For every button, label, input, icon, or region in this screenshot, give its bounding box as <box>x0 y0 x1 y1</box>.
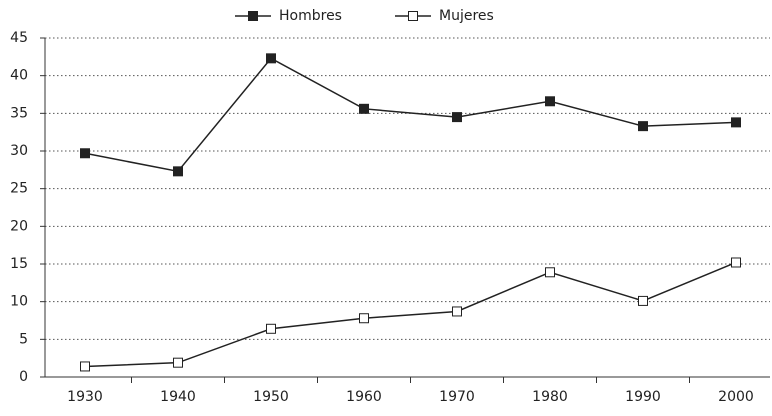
y-tick-label: 15 <box>10 256 28 272</box>
y-tick-label: 40 <box>10 68 28 84</box>
legend-label: Mujeres <box>439 8 494 24</box>
series-line <box>84 57 737 173</box>
marker <box>638 295 648 306</box>
y-tick-label: 5 <box>19 331 28 347</box>
x-tick-label: 2000 <box>718 389 754 405</box>
y-tick-label: 45 <box>10 30 28 46</box>
marker <box>359 103 369 114</box>
y-tick-label: 0 <box>19 369 28 385</box>
x-tick-label: 1930 <box>67 389 103 405</box>
legend-marker <box>408 11 418 21</box>
series-line <box>84 261 737 368</box>
legend-marker <box>248 11 258 21</box>
x-tick-label: 1970 <box>439 389 475 405</box>
marker <box>545 96 555 107</box>
x-tick-label: 1940 <box>160 389 196 405</box>
marker <box>545 267 555 278</box>
marker <box>173 166 183 177</box>
y-tick-label: 35 <box>10 105 28 121</box>
legend-label: Hombres <box>279 8 342 24</box>
marker <box>80 148 90 159</box>
marker <box>266 323 276 334</box>
marker <box>731 117 741 128</box>
y-tick-label: 30 <box>10 143 28 159</box>
marker <box>359 313 369 324</box>
marker <box>452 306 462 317</box>
y-tick-label: 20 <box>10 218 28 234</box>
x-tick-label: 1960 <box>346 389 382 405</box>
marker <box>731 257 741 268</box>
x-tick-label: 1950 <box>253 389 289 405</box>
marker <box>266 53 276 64</box>
x-tick-label: 1990 <box>625 389 661 405</box>
marker <box>80 361 90 372</box>
x-tick-label: 1980 <box>532 389 568 405</box>
marker <box>638 121 648 132</box>
marker <box>452 112 462 123</box>
marker <box>173 357 183 368</box>
y-tick-label: 10 <box>10 294 28 310</box>
y-tick-label: 25 <box>10 181 28 197</box>
